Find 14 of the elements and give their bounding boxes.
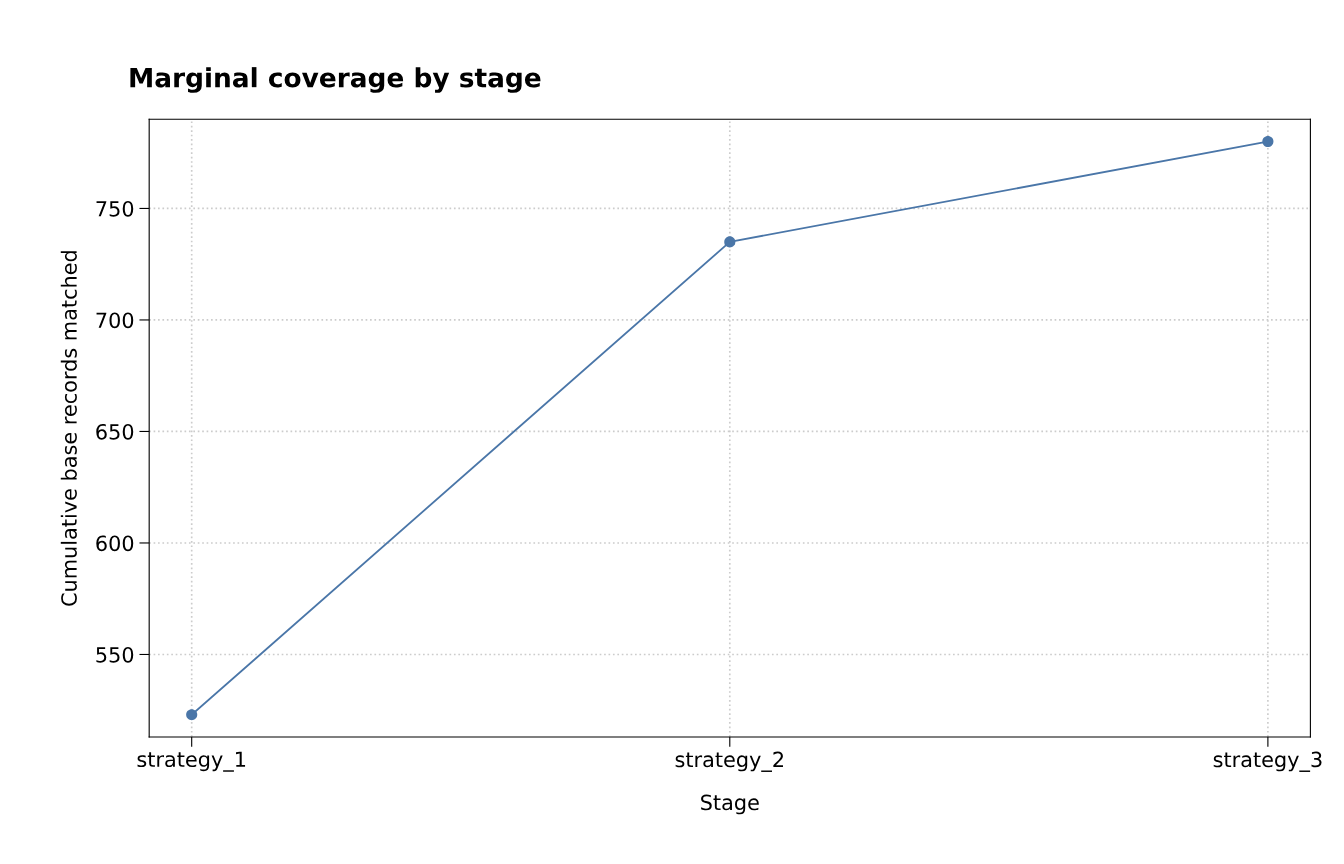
point — [724, 236, 736, 248]
chart-title: Marginal coverage by stage — [130, 67, 541, 93]
point — [1262, 135, 1274, 148]
x-tick-label: strategy_3 — [1213, 751, 1322, 772]
y-axis-title: Cumulative base records matched — [60, 251, 77, 606]
y-tick-label: 550 — [96, 646, 134, 663]
point — [186, 709, 198, 721]
x-axis-title: Stage — [701, 794, 759, 815]
y-tick-label: 600 — [96, 535, 134, 552]
y-tick-label: 750 — [96, 200, 134, 217]
x-tick-label: strategy_2 — [675, 751, 783, 772]
x-tick-label: strategy_1 — [137, 751, 246, 772]
y-tick-label: 650 — [96, 423, 134, 440]
y-tick-label: 700 — [96, 312, 134, 329]
